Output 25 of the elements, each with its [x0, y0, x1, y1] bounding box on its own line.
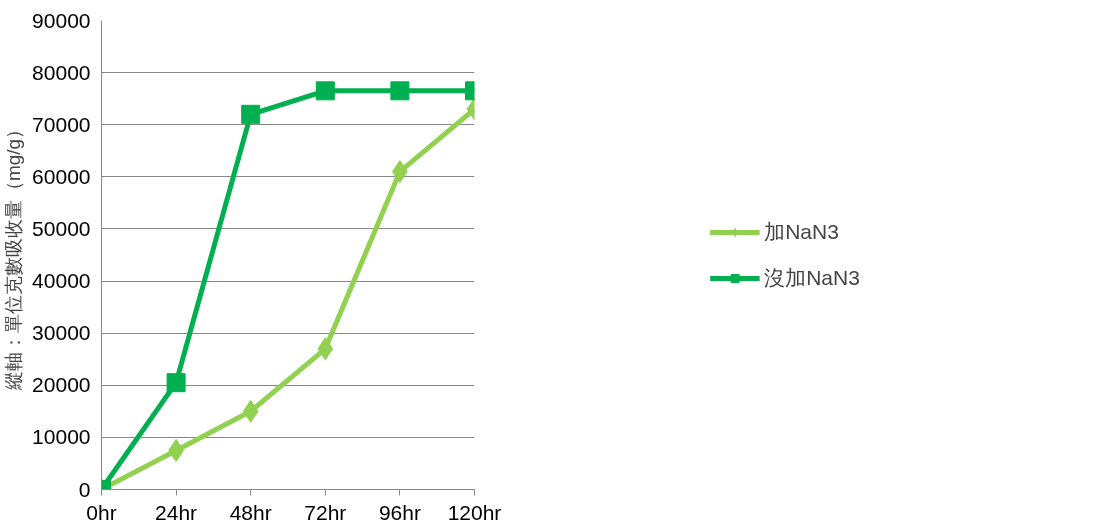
point [241, 104, 261, 124]
point [166, 373, 186, 393]
y-tick-label: 70000 [32, 112, 91, 136]
y-tick-label: 90000 [32, 8, 91, 32]
x-tick-label: 48hr [229, 500, 272, 524]
y-tick-label: 50000 [32, 216, 91, 240]
y-tick-label: 10000 [32, 425, 91, 449]
x-tick-label: 0hr [86, 500, 117, 524]
x-tick-label: 72hr [304, 500, 347, 524]
x-tick-label: 24hr [155, 500, 198, 524]
legend-label: 沒加NaN3 [764, 264, 860, 291]
point [390, 81, 410, 101]
y-tick-label: 60000 [32, 164, 91, 188]
point [242, 399, 259, 423]
y-tick-label: 80000 [32, 60, 91, 84]
point [315, 81, 335, 101]
y-tick-label: 0 [78, 477, 91, 501]
y-tick-label: 20000 [32, 373, 91, 397]
legend-label: 加NaN3 [764, 218, 839, 245]
x-tick-label: 120hr [447, 500, 502, 524]
y-tick-label: 30000 [32, 321, 91, 345]
point [317, 337, 334, 361]
x-tick-label: 96hr [378, 500, 421, 524]
y-tick-label: 40000 [32, 269, 91, 293]
y-axis-title: 縱軸：單位克數吸收量（mg/g） [3, 119, 25, 392]
